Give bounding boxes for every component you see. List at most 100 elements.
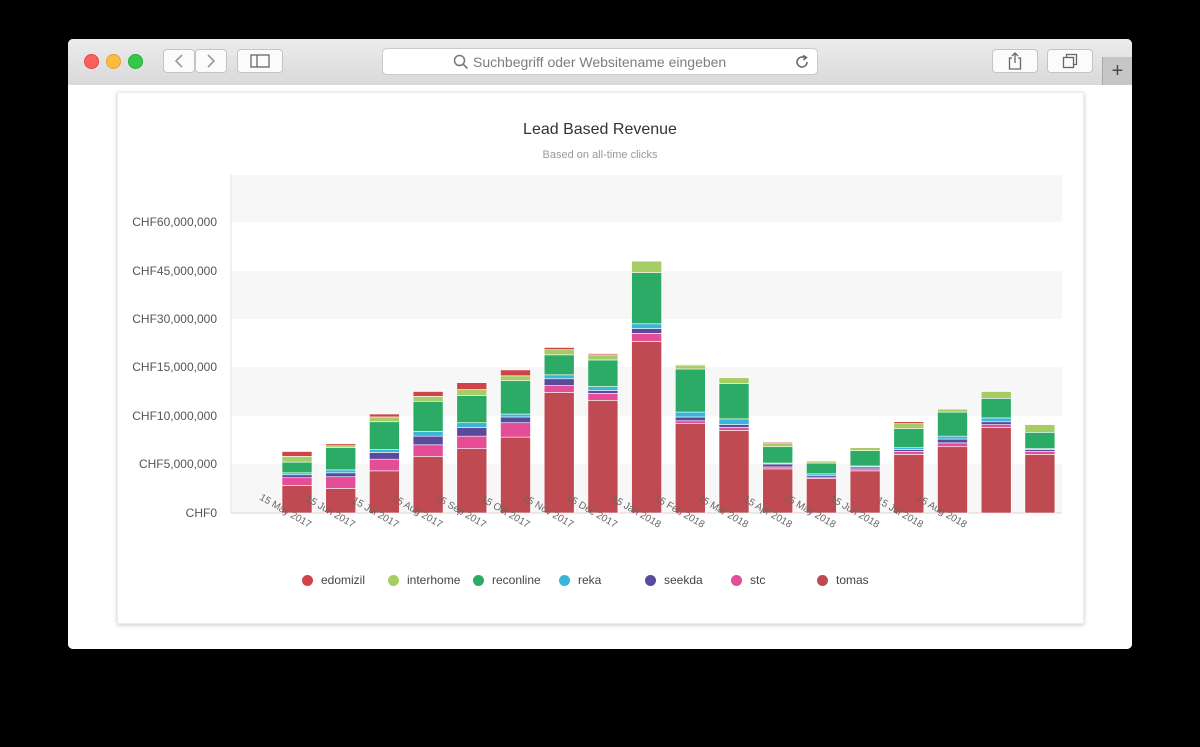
bar-segment-seekda[interactable]: [325, 472, 357, 478]
bar-segment-reka[interactable]: [543, 374, 575, 380]
address-input[interactable]: [473, 52, 773, 72]
bar-stack[interactable]: [893, 421, 925, 514]
bar-stack[interactable]: [500, 369, 531, 514]
legend-item-seekda[interactable]: seekda: [645, 573, 703, 587]
bar-segment-seekda[interactable]: [456, 427, 488, 437]
bar-stack[interactable]: [369, 413, 400, 514]
bar-segment-interhome[interactable]: [674, 364, 706, 370]
bar-segment-reconline[interactable]: [980, 398, 1012, 419]
bar-segment-edomizil[interactable]: [281, 451, 313, 457]
bar-segment-tomas[interactable]: [1024, 454, 1056, 514]
bar-segment-reka[interactable]: [456, 422, 488, 428]
bar-stack[interactable]: [937, 408, 968, 514]
bar-segment-seekda[interactable]: [500, 416, 531, 424]
bar-segment-reka[interactable]: [980, 417, 1012, 423]
bar-segment-seekda[interactable]: [412, 435, 444, 446]
back-button[interactable]: [163, 49, 195, 73]
bar-stack[interactable]: [281, 451, 313, 514]
bar-segment-interhome[interactable]: [718, 377, 750, 384]
bar-segment-stc[interactable]: [718, 427, 750, 431]
bar-segment-edomizil[interactable]: [674, 364, 706, 366]
bar-segment-tomas[interactable]: [543, 392, 575, 514]
bar-stack[interactable]: [980, 391, 1012, 514]
bar-stack[interactable]: [631, 260, 662, 514]
bar-segment-reconline[interactable]: [325, 447, 357, 471]
bar-segment-stc[interactable]: [500, 422, 531, 438]
bar-stack[interactable]: [718, 377, 750, 514]
bar-segment-reka[interactable]: [369, 449, 400, 453]
bar-segment-stc[interactable]: [631, 333, 662, 342]
bar-segment-reka[interactable]: [325, 469, 357, 474]
bar-segment-seekda[interactable]: [674, 416, 706, 422]
bar-segment-interhome[interactable]: [412, 396, 444, 402]
forward-button[interactable]: [195, 49, 227, 73]
bar-segment-reconline[interactable]: [500, 380, 531, 415]
bar-stack[interactable]: [806, 460, 837, 514]
legend-item-stc[interactable]: stc: [731, 573, 765, 587]
bar-segment-edomizil[interactable]: [369, 413, 400, 418]
bar-segment-edomizil[interactable]: [543, 347, 575, 351]
bar-stack[interactable]: [325, 443, 357, 514]
bar-stack[interactable]: [543, 347, 575, 514]
bar-segment-tomas[interactable]: [980, 427, 1012, 514]
bar-segment-seekda[interactable]: [281, 474, 313, 479]
bar-segment-reconline[interactable]: [412, 400, 444, 432]
bar-segment-edomizil[interactable]: [893, 421, 925, 424]
zoom-window-button[interactable]: [128, 54, 143, 69]
bar-segment-stc[interactable]: [980, 424, 1012, 428]
bar-stack[interactable]: [587, 353, 619, 514]
bar-segment-edomizil[interactable]: [325, 443, 357, 447]
bar-segment-reka[interactable]: [500, 413, 531, 418]
bar-segment-reconline[interactable]: [543, 354, 575, 376]
address-bar[interactable]: [382, 48, 818, 75]
tabs-overview-button[interactable]: [1047, 49, 1093, 73]
bar-segment-tomas[interactable]: [849, 470, 881, 514]
bar-segment-interhome[interactable]: [1024, 424, 1056, 433]
bar-segment-tomas[interactable]: [369, 470, 400, 514]
bar-segment-stc[interactable]: [543, 385, 575, 393]
bar-segment-reconline[interactable]: [1024, 432, 1056, 449]
bar-segment-edomizil[interactable]: [456, 382, 488, 390]
bar-segment-edomizil[interactable]: [500, 369, 531, 377]
bar-segment-interhome[interactable]: [369, 416, 400, 423]
bar-stack[interactable]: [674, 364, 706, 514]
bar-segment-tomas[interactable]: [674, 423, 706, 514]
bar-segment-interhome[interactable]: [587, 354, 619, 361]
bar-stack[interactable]: [412, 391, 444, 514]
bar-segment-interhome[interactable]: [806, 460, 837, 464]
bar-segment-tomas[interactable]: [718, 430, 750, 514]
bar-segment-reka[interactable]: [631, 323, 662, 329]
bar-segment-tomas[interactable]: [937, 446, 968, 514]
bar-segment-seekda[interactable]: [369, 452, 400, 460]
bar-segment-interhome[interactable]: [543, 349, 575, 356]
bar-segment-tomas[interactable]: [281, 485, 313, 514]
bar-stack[interactable]: [762, 441, 794, 514]
bar-segment-reconline[interactable]: [587, 359, 619, 387]
bar-segment-reconline[interactable]: [806, 462, 837, 475]
minimize-window-button[interactable]: [106, 54, 121, 69]
legend-item-reka[interactable]: reka: [559, 573, 601, 587]
bar-segment-reconline[interactable]: [893, 428, 925, 448]
bar-segment-reconline[interactable]: [762, 446, 794, 464]
bar-segment-seekda[interactable]: [762, 463, 794, 468]
bar-segment-interhome[interactable]: [500, 375, 531, 382]
bar-segment-stc[interactable]: [456, 435, 488, 449]
bar-segment-stc[interactable]: [587, 393, 619, 401]
bar-segment-seekda[interactable]: [937, 438, 968, 444]
bar-segment-reconline[interactable]: [937, 411, 968, 437]
bar-segment-reka[interactable]: [937, 435, 968, 440]
bar-segment-tomas[interactable]: [412, 456, 444, 514]
legend-item-reconline[interactable]: reconline: [473, 573, 541, 587]
bar-segment-edomizil[interactable]: [762, 441, 794, 444]
bar-segment-seekda[interactable]: [543, 378, 575, 386]
bar-stack[interactable]: [849, 447, 881, 514]
bar-segment-reka[interactable]: [674, 411, 706, 418]
bar-segment-stc[interactable]: [1024, 451, 1056, 455]
bar-segment-stc[interactable]: [937, 442, 968, 448]
bar-segment-stc[interactable]: [674, 420, 706, 424]
bar-segment-stc[interactable]: [325, 476, 357, 489]
bar-segment-reconline[interactable]: [369, 421, 400, 450]
bar-segment-reconline[interactable]: [281, 461, 313, 474]
bar-segment-interhome[interactable]: [762, 442, 794, 448]
bar-segment-stc[interactable]: [281, 477, 313, 486]
